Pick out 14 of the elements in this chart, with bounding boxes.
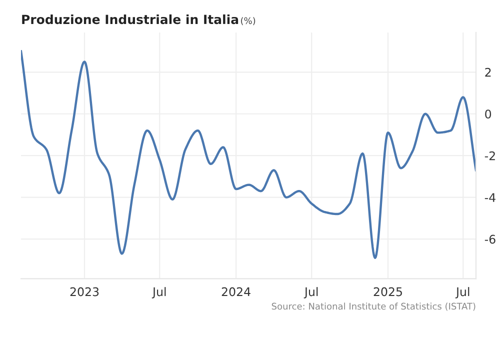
x-tick-label: Jul [304,287,318,298]
x-tick-label: 2025 [374,287,402,296]
y-tick-label: 2 [485,68,491,77]
x-tick-label: 2024 [222,287,250,296]
source-note: Source: National Institute of Statistics (ISTAT) [272,302,476,311]
chart-subtitle: (%) [241,17,256,26]
y-tick-label: -6 [484,234,496,244]
x-tick-label: 2023 [70,287,99,296]
y-tick-label: -2 [484,151,495,160]
chart-title: Produzione Industriale in Italia [22,14,238,24]
y-tick-label: -4 [484,193,496,202]
x-tick-label: Jul [152,287,166,298]
x-tick-label: Jul [455,287,470,298]
y-tick-label: 0 [485,110,492,119]
